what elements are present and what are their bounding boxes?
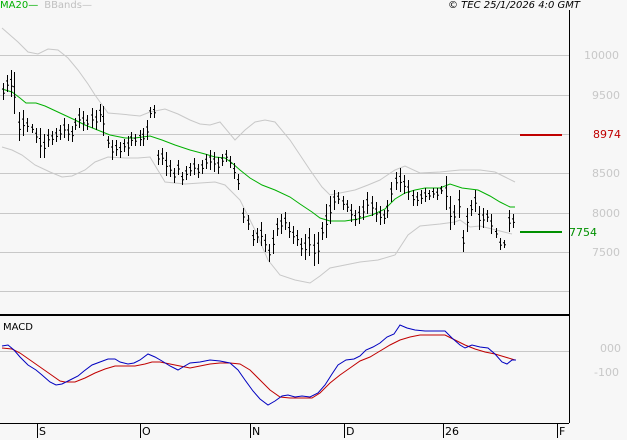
y-label-text: 7500 (592, 246, 620, 259)
legend-ma20-label: MA20 (0, 0, 29, 11)
bband-lower (1, 146, 513, 284)
y-label-text: 8000 (592, 207, 620, 220)
y-label-text: 9500 (592, 89, 620, 102)
macd-label-zero: 000 (600, 342, 621, 355)
macd-label-minus100: -100 (594, 366, 619, 379)
legend-ma20: MA20— (0, 0, 39, 11)
legend-bbands: BBands— (44, 0, 92, 11)
macd-signal-line (1, 334, 516, 399)
resistance-level-label: 8974 (593, 128, 621, 141)
y-label-7500: 7500 (592, 246, 620, 259)
x-label-dec: D (346, 425, 355, 438)
x-label-feb: F (559, 425, 566, 438)
legend-bbands-label: BBands (44, 0, 82, 11)
price-gridlines (0, 55, 569, 352)
ma20-line (1, 88, 515, 222)
macd-line (1, 324, 516, 406)
macd-panel-title: MACD (3, 322, 33, 333)
y-label-9500: 9500 (592, 89, 620, 102)
y-label-8500: 8500 (592, 167, 620, 180)
x-label-oct: O (142, 425, 151, 438)
bollinger-bands (1, 27, 516, 284)
y-label-10000: 10000 (584, 49, 619, 62)
x-label-sep: S (39, 425, 46, 438)
bband-upper (1, 27, 516, 196)
y-label-text: 8500 (592, 167, 620, 180)
copyright-timestamp: © TEC 25/1/2026 4:0 GMT (448, 0, 580, 11)
y-label-8000: 8000 (592, 207, 620, 220)
x-label-nov: N (252, 425, 261, 438)
x-label-2026: 26 (445, 425, 459, 438)
support-level-label: 7754 (569, 226, 597, 239)
y-label-text: 10000 (584, 49, 619, 62)
chart-legend: MA20— BBands— (0, 0, 92, 11)
x-axis-ticks (37, 424, 558, 438)
price-bars (2, 70, 515, 266)
